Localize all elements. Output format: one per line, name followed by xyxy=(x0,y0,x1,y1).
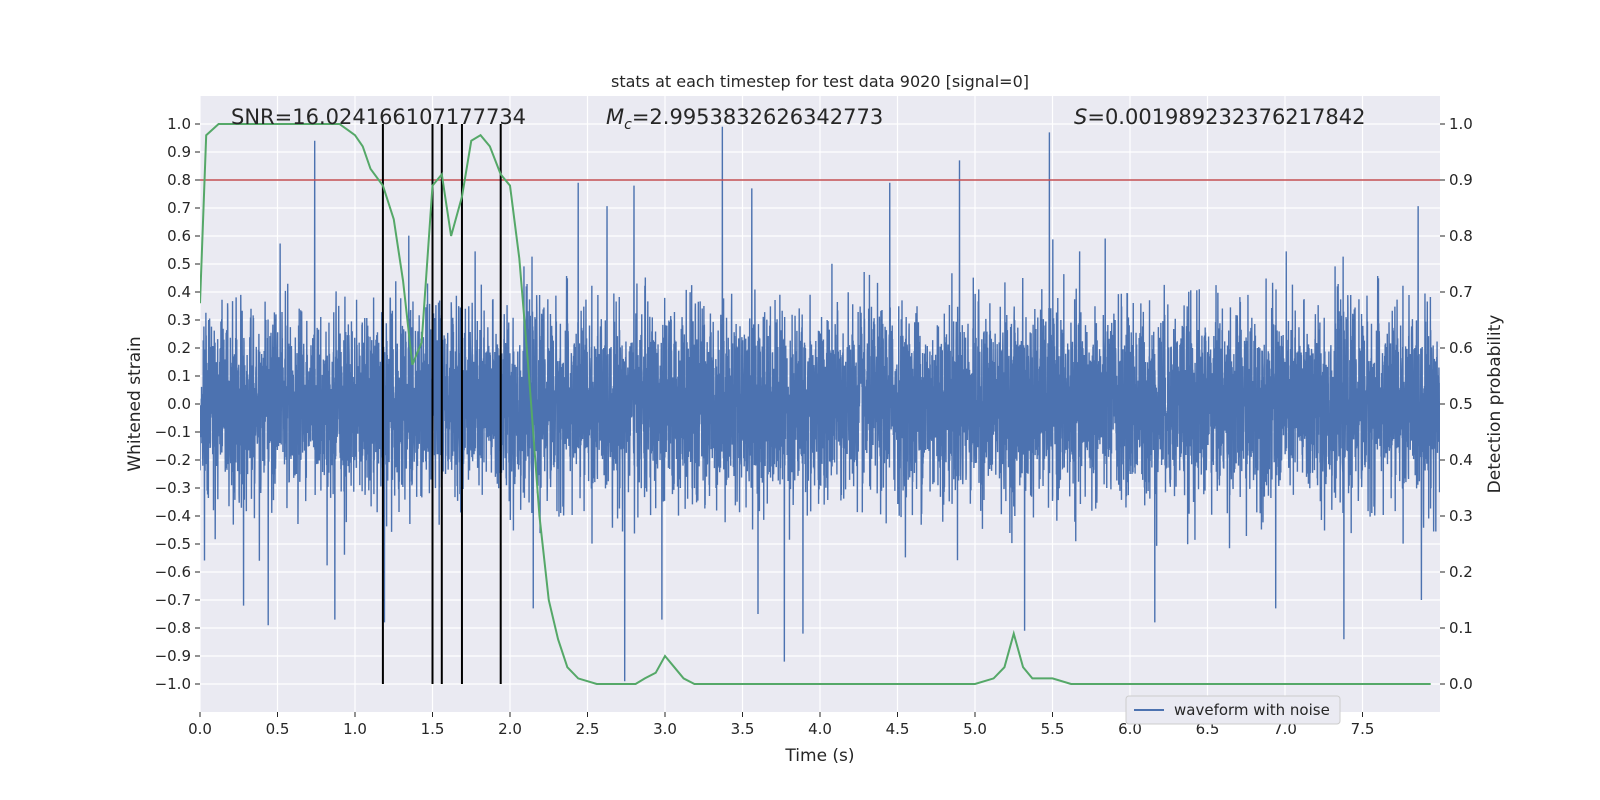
legend: waveform with noise xyxy=(1125,695,1341,725)
y-tick-label: 0.3 xyxy=(167,311,191,329)
y-tick-label: 0.2 xyxy=(167,339,191,357)
x-tick-label: 3.5 xyxy=(731,720,755,738)
y2-tick-label: 1.0 xyxy=(1449,115,1473,133)
y2-tick-label: 0.1 xyxy=(1449,619,1473,637)
y2-tick-label: 0.5 xyxy=(1449,395,1473,413)
x-tick-label: 5.0 xyxy=(963,720,987,738)
y2-tick-label: 0.8 xyxy=(1449,227,1473,245)
snr-annotation: SNR=16.024166107177734 xyxy=(231,105,526,129)
y-tick-label: 1.0 xyxy=(167,115,191,133)
x-tick-label: 7.5 xyxy=(1351,720,1375,738)
y-tick-label: −0.7 xyxy=(155,591,191,609)
x-tick-label: 3.0 xyxy=(653,720,677,738)
y-tick-label: 0.0 xyxy=(167,395,191,413)
x-tick-label: 4.0 xyxy=(808,720,832,738)
x-tick-label: 0.5 xyxy=(266,720,290,738)
y-tick-label: −0.6 xyxy=(155,563,191,581)
x-tick-label: 0.0 xyxy=(188,720,212,738)
y-tick-label: 0.9 xyxy=(167,143,191,161)
x-tick-label: 5.5 xyxy=(1041,720,1065,738)
y-tick-label: −1.0 xyxy=(155,675,191,693)
y2-tick-label: 0.3 xyxy=(1449,507,1473,525)
y-tick-label: −0.4 xyxy=(155,507,191,525)
event-lines xyxy=(381,124,502,684)
x-tick-label: 4.5 xyxy=(886,720,910,738)
y2-tick-label: 0.9 xyxy=(1449,171,1473,189)
series-waveform-with-noise xyxy=(200,126,1440,682)
y-tick-label: −0.1 xyxy=(155,423,191,441)
y-tick-label: 0.7 xyxy=(167,199,191,217)
x-tick-label: 2.5 xyxy=(576,720,600,738)
y-tick-label: 0.8 xyxy=(167,171,191,189)
y2-tick-label: 0.6 xyxy=(1449,339,1473,357)
score-annotation: S=0.001989232376217842 xyxy=(1074,105,1365,129)
y2-tick-label: 0.2 xyxy=(1449,563,1473,581)
x-tick-label: 2.0 xyxy=(498,720,522,738)
chart-title: stats at each timestep for test data 902… xyxy=(611,72,1029,91)
y-tick-label: −0.9 xyxy=(155,647,191,665)
y-axis-label: Whitened strain xyxy=(125,336,145,471)
chirp-mass-annotation: Mc=2.9953832626342773 xyxy=(606,105,883,133)
y-tick-label: −0.2 xyxy=(155,451,191,469)
x-axis-label: Time (s) xyxy=(784,746,854,766)
detection-probability-line xyxy=(200,123,1431,685)
y-tick-label: 0.1 xyxy=(167,367,191,385)
y-tick-label: −0.5 xyxy=(155,535,191,553)
x-tick-label: 1.5 xyxy=(421,720,445,738)
y2-tick-label: 0.7 xyxy=(1449,283,1473,301)
y2-tick-label: 0.4 xyxy=(1449,451,1473,469)
y-tick-label: 0.6 xyxy=(167,227,191,245)
y2-axis-ticks: 1.0 0.9 0.8 0.7 0.6 0.5 0.4 0.3 0.2 0.1 0.0 xyxy=(1440,115,1473,693)
y-tick-label: 0.4 xyxy=(167,283,191,301)
y2-axis-label: Detection probability xyxy=(1485,315,1505,494)
y2-tick-label: 0.0 xyxy=(1449,675,1473,693)
y-axis-ticks: 1.0 0.9 0.8 0.7 0.6 0.5 0.4 0.3 0.2 0.1 0.0 −0.1 −0.… xyxy=(155,115,200,693)
legend-box xyxy=(1125,695,1341,725)
y-tick-label: 0.5 xyxy=(167,255,191,273)
x-tick-label: 1.0 xyxy=(343,720,367,738)
y-tick-label: −0.8 xyxy=(155,619,191,637)
legend-label-waveform: waveform with noise xyxy=(1174,701,1330,719)
waveform-line xyxy=(200,126,1440,682)
y-tick-label: −0.3 xyxy=(155,479,191,497)
